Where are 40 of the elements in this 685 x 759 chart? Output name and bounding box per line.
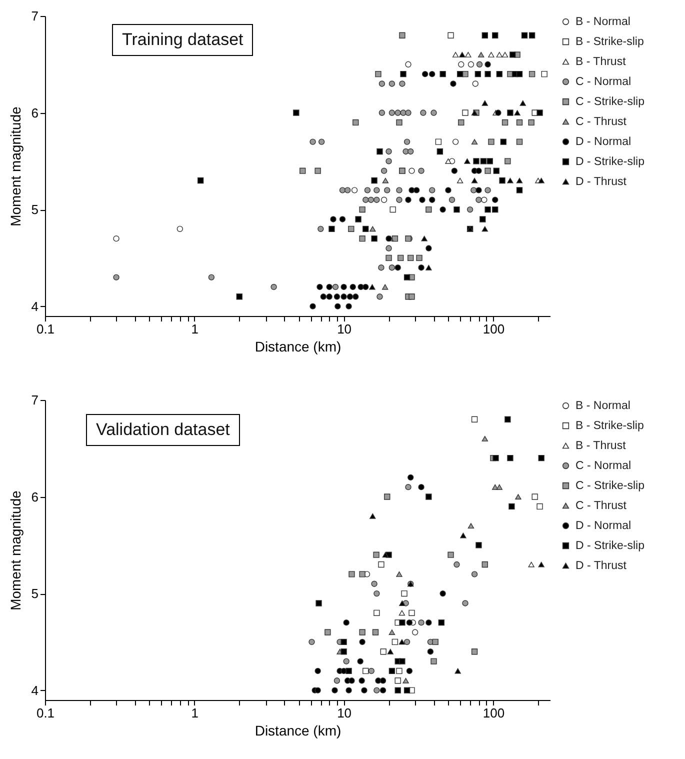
- x-tick-label: 100: [482, 706, 505, 720]
- x-axis-title: Distance (km): [254, 338, 342, 354]
- legend-label: D - Strike-slip: [576, 156, 645, 168]
- x-tick-label: 10: [337, 322, 352, 336]
- y-axis-title: Moment magnitude: [7, 106, 24, 226]
- legend-label: D - Normal: [576, 136, 632, 148]
- legend-label: D - Thrust: [576, 560, 628, 572]
- legend-label: D - Strike-slip: [576, 540, 645, 552]
- y-tick-label: 5: [31, 586, 38, 602]
- legend-label: D - Thrust: [576, 176, 628, 188]
- y-tick-label: 5: [31, 202, 38, 218]
- y-tick-label: 7: [31, 392, 38, 408]
- text: Validation dataset: [86, 414, 240, 446]
- y-tick-label: 4: [31, 298, 38, 314]
- legend-label: C - Thrust: [576, 116, 628, 128]
- x-tick-label: 1: [191, 706, 199, 720]
- legend-label: D - Normal: [576, 520, 632, 532]
- x-tick-label: 100: [482, 322, 505, 336]
- x-tick-label: 0.1: [36, 322, 55, 336]
- y-tick-label: 4: [31, 682, 38, 698]
- x-tick-label: 0.1: [36, 706, 55, 720]
- legend-label: C - Strike-slip: [576, 96, 645, 108]
- text: Training dataset: [112, 24, 254, 56]
- legend-label: C - Normal: [576, 460, 632, 472]
- legend-label: B - Strike-slip: [576, 36, 644, 48]
- y-axis-title: Moment magnitude: [7, 490, 24, 610]
- legend-label: C - Thrust: [576, 500, 628, 512]
- legend-label: B - Thrust: [576, 56, 627, 68]
- legend-label: C - Normal: [576, 76, 632, 88]
- legend-label: B - Strike-slip: [576, 420, 644, 432]
- y-tick-label: 7: [31, 8, 38, 24]
- legend-label: B - Normal: [576, 16, 630, 28]
- y-tick-label: 6: [31, 489, 38, 504]
- legend-label: B - Thrust: [576, 440, 627, 452]
- legend-label: B - Normal: [576, 400, 630, 412]
- legend-label: C - Strike-slip: [576, 480, 645, 492]
- x-tick-label: 10: [337, 706, 352, 720]
- x-tick-label: 1: [191, 322, 199, 336]
- x-axis-title: Distance (km): [254, 722, 342, 738]
- y-tick-label: 6: [31, 105, 38, 120]
